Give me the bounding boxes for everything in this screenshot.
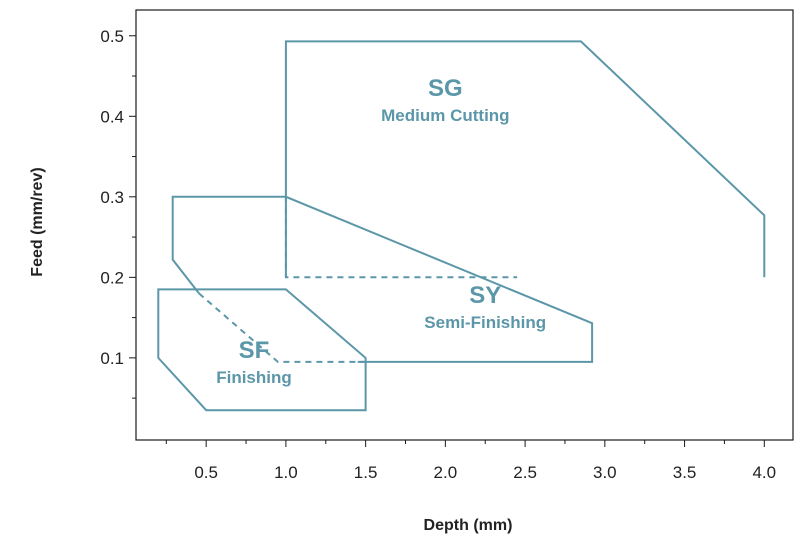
region-sy-outline	[171, 195, 594, 363]
region-labels: SG Medium Cutting SY Semi-Finishing SF Finish…	[216, 75, 546, 387]
y-tick-label: 0.4	[100, 107, 124, 126]
y-axis-title: Feed (mm/rev)	[29, 167, 46, 276]
x-tick-label: 2.0	[434, 463, 458, 482]
x-tick-label: 0.5	[194, 463, 218, 482]
region-sy-dashed-boundary	[198, 292, 366, 363]
region-sg-dashed-boundary	[284, 196, 518, 279]
region-sf-name: Finishing	[216, 368, 292, 387]
x-axis-title: Depth (mm)	[424, 517, 513, 534]
y-tick-label: 0.1	[100, 349, 124, 368]
x-tick-label: 1.5	[354, 463, 378, 482]
region-sy-name: Semi-Finishing	[424, 313, 546, 332]
region-sg-code: SG	[428, 75, 463, 102]
region-sf-code: SF	[239, 337, 270, 364]
x-tick-label: 1.0	[274, 463, 298, 482]
x-tick-label: 3.0	[593, 463, 617, 482]
plot-frame	[135, 9, 794, 441]
region-sy-code: SY	[469, 282, 501, 309]
x-tick-label: 3.5	[673, 463, 697, 482]
axes: 0.1 0.2 0.3 0.4 0.5 0.5 1.0 1.5 2.0 2.5 3.0 3.5 4.0	[100, 9, 794, 482]
region-sg-name: Medium Cutting	[381, 106, 509, 125]
y-tick-label: 0.5	[100, 27, 124, 46]
y-tick-label: 0.3	[100, 188, 124, 207]
regions	[157, 40, 766, 412]
y-tick-label: 0.2	[100, 268, 124, 287]
x-tick-label: 2.5	[513, 463, 537, 482]
x-tick-label: 4.0	[752, 463, 776, 482]
region-sf-outline	[157, 288, 367, 412]
region-sg-outline	[284, 40, 766, 278]
